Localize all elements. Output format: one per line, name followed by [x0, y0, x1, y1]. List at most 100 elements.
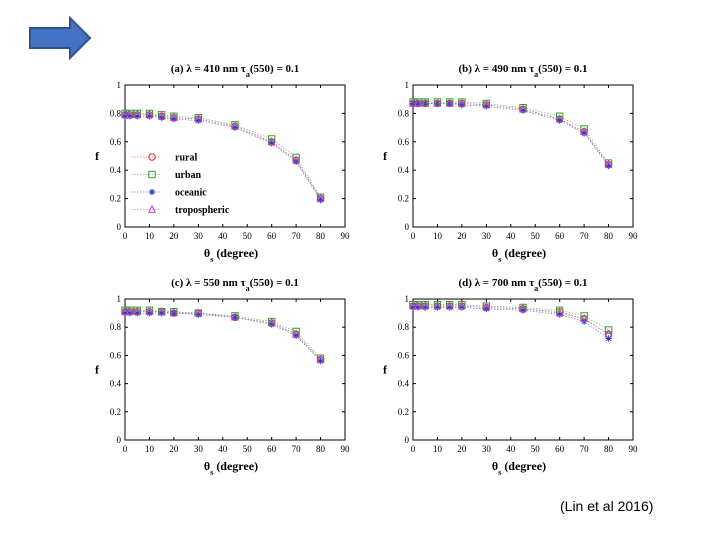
x-axis-label: θs (degree): [204, 459, 258, 477]
y-tick-label: 0: [405, 435, 410, 445]
x-tick-label: 10: [145, 444, 155, 454]
series-line-oceanic: [125, 312, 321, 362]
data-point-oceanic: [126, 113, 134, 120]
chart-title: (c) λ = 550 nm τa(550) = 0.1: [171, 277, 299, 293]
data-point-oceanic: [446, 304, 453, 311]
legend-marker-oceanic: [148, 188, 156, 196]
data-point-oceanic: [422, 304, 429, 311]
data-point-tropospheric: [267, 136, 276, 145]
data-point-oceanic: [519, 107, 527, 114]
x-tick-label: 20: [169, 444, 179, 454]
series-line-tropospheric: [413, 103, 609, 165]
x-tick-label: 40: [218, 444, 228, 454]
x-tick-label: 80: [604, 231, 614, 241]
y-tick-label: 1: [405, 80, 410, 90]
data-point-tropospheric: [445, 98, 454, 107]
chart-title: (d) λ = 700 nm τa(550) = 0.1: [458, 277, 587, 293]
chart-panel-c: 00.20.40.60.810 10 20 30 40 50 60 70 80 90(c) λ =…: [95, 277, 350, 477]
x-tick-label: 90: [629, 231, 639, 241]
x-tick-label: 10: [433, 444, 443, 454]
series-line-urban: [413, 304, 609, 331]
x-tick-label: 50: [243, 231, 253, 241]
y-tick-label: 0.4: [398, 165, 410, 175]
x-tick-label: 40: [218, 231, 228, 241]
chart-title-main: (a) λ = 410 nm τ: [171, 63, 246, 75]
y-tick-label: 1: [117, 80, 122, 90]
data-point-oceanic: [146, 113, 153, 120]
chart-title-main: (b) λ = 490 nm τ: [458, 63, 534, 75]
data-point-tropospheric: [267, 318, 276, 327]
y-tick-label: 0.2: [110, 407, 121, 417]
y-tick-label: 0.6: [398, 137, 410, 147]
x-tick-label: 70: [580, 444, 590, 454]
data-point-oceanic: [605, 335, 612, 342]
legend-marker-tropospheric: [147, 204, 157, 213]
x-tick-label: 90: [341, 231, 351, 241]
y-axis-label: f: [95, 363, 100, 377]
y-tick-label: 0.2: [398, 407, 409, 417]
y-axis-label: f: [383, 149, 388, 163]
chart-title-sub: a: [534, 70, 538, 79]
data-point-oceanic: [268, 321, 275, 328]
data-point-oceanic: [231, 314, 239, 321]
data-point-tropospheric: [457, 301, 466, 310]
right-arrow-shape[interactable]: [29, 15, 92, 61]
x-tick-label: 70: [292, 231, 302, 241]
chart-panel-d: 00.20.40.60.810 10 20 30 40 50 60 70 80 90(d) λ =…: [383, 277, 638, 477]
data-point-oceanic: [268, 140, 275, 147]
chart-title-main: (d) λ = 700 nm τ: [458, 277, 534, 289]
data-point-tropospheric: [604, 329, 613, 338]
y-tick-label: 0.2: [110, 194, 121, 204]
legend-label-urban: urban: [175, 170, 202, 181]
data-point-oceanic: [458, 304, 466, 311]
x-axis-label-theta: θ: [204, 246, 210, 260]
chart-title-suffix: (550) = 0.1: [250, 277, 299, 289]
data-point-tropospheric: [518, 304, 528, 313]
data-point-oceanic: [556, 117, 563, 124]
citation-text: (Lin et al 2016): [560, 498, 654, 514]
data-point-oceanic: [556, 311, 563, 318]
data-point-tropospheric: [169, 308, 178, 317]
y-tick-label: 1: [405, 294, 410, 304]
data-point-oceanic: [126, 309, 134, 317]
x-tick-label: 90: [629, 444, 639, 454]
x-tick-label: 60: [555, 231, 565, 241]
series-line-urban: [125, 309, 321, 359]
series-line-rural: [125, 311, 321, 360]
x-axis-label-sub: s: [210, 255, 213, 264]
data-point-tropospheric: [292, 155, 301, 164]
chart-title-suffix: (550) = 0.1: [538, 277, 587, 289]
data-point-tropospheric: [157, 111, 166, 120]
x-tick-label: 50: [531, 444, 541, 454]
data-point-tropospheric: [316, 193, 325, 202]
data-point-tropospheric: [120, 306, 130, 315]
chart-panel-a: 00.20.40.60.810 10 20 30 40 50 60 70 80 90(a) λ =…: [95, 63, 350, 264]
x-axis-label-unit: (degree): [501, 246, 546, 260]
data-point-oceanic: [605, 162, 612, 170]
data-point-tropospheric: [457, 98, 466, 107]
series-line-oceanic: [413, 307, 609, 339]
x-axis-label-theta: θ: [492, 246, 498, 260]
data-point-tropospheric: [125, 306, 134, 315]
chart-panel-b: 00.20.40.60.810 10 20 30 40 50 60 70 80 90(b) λ =…: [383, 63, 638, 264]
x-tick-label: 40: [506, 231, 516, 241]
series-line-tropospheric: [125, 114, 321, 199]
x-tick-label: 30: [194, 444, 204, 454]
data-point-tropospheric: [194, 308, 203, 317]
x-tick-label: 70: [292, 444, 302, 454]
y-tick-label: 0.4: [398, 379, 410, 389]
x-axis-label-unit: (degree): [213, 246, 258, 260]
y-tick-label: 0.2: [398, 194, 409, 204]
y-tick-label: 1: [117, 294, 122, 304]
data-point-oceanic: [146, 309, 153, 317]
x-axis-label-sub: s: [210, 468, 213, 477]
data-point-tropospheric: [604, 159, 613, 168]
x-axis-label-sub: s: [498, 255, 501, 264]
data-point-oceanic: [170, 115, 178, 123]
x-tick-label: 40: [506, 444, 516, 454]
chart-title-sub: a: [534, 284, 538, 293]
data-point-oceanic: [414, 100, 422, 107]
x-tick-label: 0: [123, 231, 128, 241]
